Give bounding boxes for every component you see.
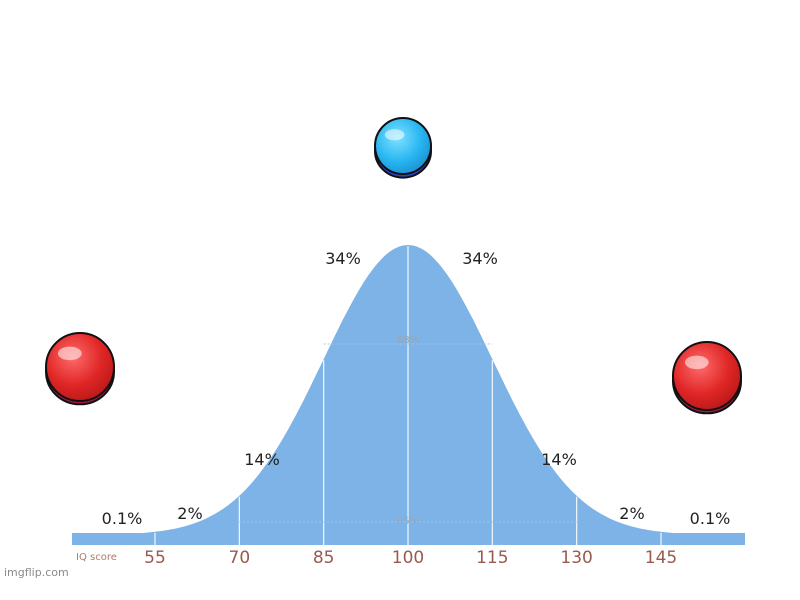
tick-label-85: 85 bbox=[312, 548, 335, 568]
band-label-95: 95% bbox=[396, 516, 420, 527]
blue-ball bbox=[374, 117, 432, 179]
red-ball-left bbox=[45, 332, 115, 406]
segment-label-5: 14% bbox=[541, 450, 577, 469]
segment-label-6: 2% bbox=[619, 504, 645, 523]
red-ball-left-shine bbox=[57, 346, 82, 361]
tick-label-130: 130 bbox=[560, 548, 593, 568]
segment-label-4: 34% bbox=[462, 249, 498, 268]
imgflip-watermark: imgflip.com bbox=[4, 566, 69, 579]
segment-label-1: 2% bbox=[177, 504, 203, 523]
red-ball-right bbox=[672, 341, 742, 415]
segment-label-0: 0.1% bbox=[101, 509, 143, 528]
blue-ball-body bbox=[374, 117, 432, 175]
red-ball-right-body bbox=[672, 341, 742, 411]
red-ball-right-shine bbox=[684, 355, 709, 370]
segment-label-3: 34% bbox=[325, 249, 361, 268]
tick-label-70: 70 bbox=[228, 548, 251, 568]
tick-label-100: 100 bbox=[391, 548, 425, 568]
segment-label-7: 0.1% bbox=[689, 509, 731, 528]
tick-label-55: 55 bbox=[144, 548, 166, 568]
blue-ball-shine bbox=[384, 129, 405, 141]
tick-label-115: 115 bbox=[476, 548, 509, 568]
x-axis-label: IQ score bbox=[76, 552, 117, 563]
tick-label-145: 145 bbox=[644, 548, 678, 568]
band-label-68: 68% bbox=[396, 335, 420, 346]
segment-label-2: 14% bbox=[244, 450, 280, 469]
red-ball-left-body bbox=[45, 332, 115, 402]
